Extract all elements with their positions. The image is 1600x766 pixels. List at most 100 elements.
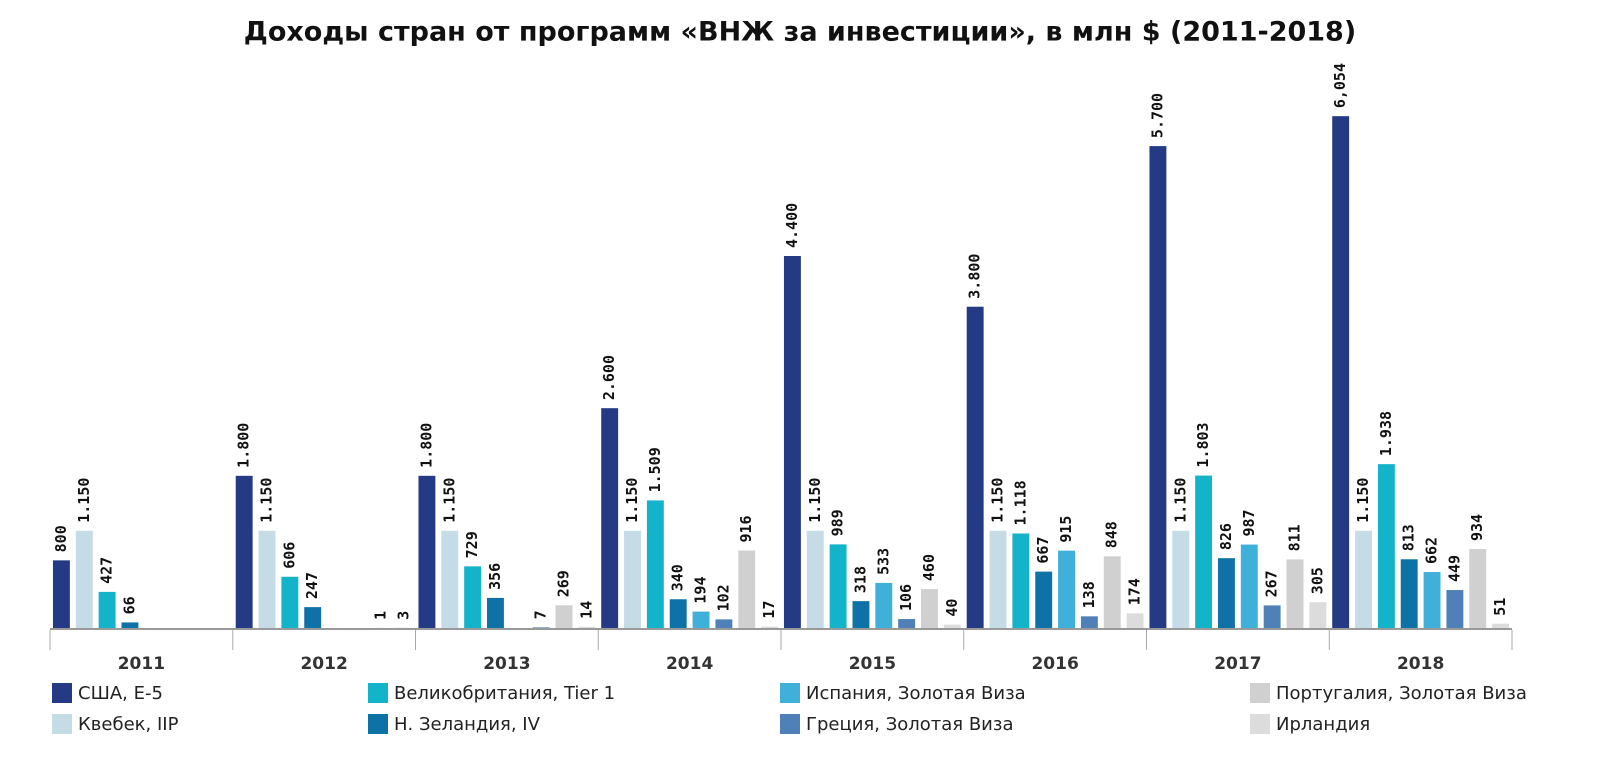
bar (1195, 475, 1213, 628)
value-label: 318 (851, 566, 869, 593)
bar (601, 408, 619, 628)
value-label: 915 (1057, 516, 1075, 543)
legend-swatch (780, 683, 800, 703)
legend-swatch (52, 714, 72, 734)
value-label: 51 (1491, 598, 1509, 616)
value-label: 1.150 (75, 478, 93, 523)
x-tick-label: 2014 (666, 654, 713, 674)
bar (989, 530, 1007, 628)
value-label: 3 (395, 611, 413, 620)
bar (1286, 559, 1304, 628)
value-label: 3.800 (966, 254, 984, 299)
bar (532, 627, 550, 628)
value-label: 533 (874, 548, 892, 575)
bar (1172, 530, 1190, 628)
legend-label: Испания, Золотая Виза (806, 683, 1026, 704)
value-label: 102 (714, 584, 732, 611)
bar (761, 626, 779, 628)
legend-label: Греция, Золотая Виза (806, 714, 1013, 735)
legend-swatch (368, 683, 388, 703)
value-label: 606 (280, 542, 298, 569)
value-label: 174 (1126, 578, 1144, 605)
value-label: 1.150 (440, 478, 458, 523)
bar (898, 619, 916, 628)
bar (943, 624, 961, 628)
chart-title: Доходы стран от программ «ВНЖ за инвести… (244, 17, 1356, 48)
bar (98, 591, 116, 628)
bar (1240, 544, 1258, 628)
bar (258, 530, 276, 628)
bar (75, 530, 93, 628)
x-tick-label: 2018 (1397, 654, 1444, 674)
bar (646, 500, 664, 628)
legend-label: США, E-5 (78, 683, 163, 704)
bar (1035, 571, 1053, 628)
value-label: 1.150 (1171, 478, 1189, 523)
x-tick-label: 2017 (1214, 654, 1261, 674)
x-tick-label: 2016 (1031, 654, 1078, 674)
value-label: 989 (829, 509, 847, 536)
bar (1149, 146, 1167, 628)
value-label: 1.800 (417, 423, 435, 468)
value-label: 1 (372, 611, 390, 620)
value-label: 340 (669, 564, 687, 591)
value-label: 356 (486, 563, 504, 590)
value-label: 194 (692, 577, 710, 604)
value-label: 106 (897, 584, 915, 611)
value-label: 800 (52, 525, 70, 552)
legend-label: Н. Зеландия, IV (394, 714, 541, 735)
legend-swatch (1250, 714, 1270, 734)
value-label: 14 (577, 601, 595, 619)
value-label: 934 (1468, 514, 1486, 541)
value-label: 269 (554, 570, 572, 597)
value-label: 1.800 (235, 423, 253, 468)
x-tick-label: 2012 (300, 654, 347, 674)
bar (1309, 602, 1327, 628)
value-label: 66 (120, 596, 138, 614)
value-label: 662 (1423, 537, 1441, 564)
bar (52, 560, 70, 628)
value-label: 1.509 (646, 447, 664, 492)
bar (875, 582, 893, 628)
value-label: 1.803 (1194, 422, 1212, 467)
value-label: 6,054 (1331, 63, 1349, 108)
value-label: 667 (1034, 537, 1052, 564)
bar (806, 530, 824, 628)
legend-label: Ирландия (1276, 714, 1370, 735)
value-label: 7 (532, 610, 550, 619)
bar (1469, 549, 1487, 628)
bar (1423, 572, 1441, 628)
value-label: 267 (1263, 570, 1281, 597)
value-label: 427 (98, 557, 116, 584)
value-label: 138 (1080, 581, 1098, 608)
value-label: 1.938 (1377, 411, 1395, 456)
value-label: 813 (1400, 524, 1418, 551)
value-label: 247 (303, 572, 321, 599)
value-label: 40 (943, 599, 961, 617)
value-label: 1.150 (623, 478, 641, 523)
value-label: 916 (737, 515, 755, 542)
bar (1012, 533, 1030, 628)
bar (1446, 590, 1464, 628)
bar (783, 256, 801, 628)
bar (441, 530, 459, 628)
legend-label: Португалия, Золотая Виза (1276, 683, 1527, 704)
legend-swatch (1250, 683, 1270, 703)
legend-swatch (780, 714, 800, 734)
value-label: 460 (920, 554, 938, 581)
bar (692, 611, 710, 628)
value-label: 1.150 (258, 478, 276, 523)
bar (1263, 605, 1281, 628)
bar (464, 566, 482, 628)
x-tick-label: 2015 (849, 654, 896, 674)
bar (235, 475, 253, 628)
bar (1058, 550, 1075, 628)
bar (1126, 613, 1144, 628)
bar (921, 589, 938, 628)
bar (829, 544, 847, 628)
bar (1400, 559, 1418, 628)
bar (1103, 556, 1121, 628)
value-label: 729 (463, 531, 481, 558)
value-label: 5.700 (1148, 93, 1166, 138)
